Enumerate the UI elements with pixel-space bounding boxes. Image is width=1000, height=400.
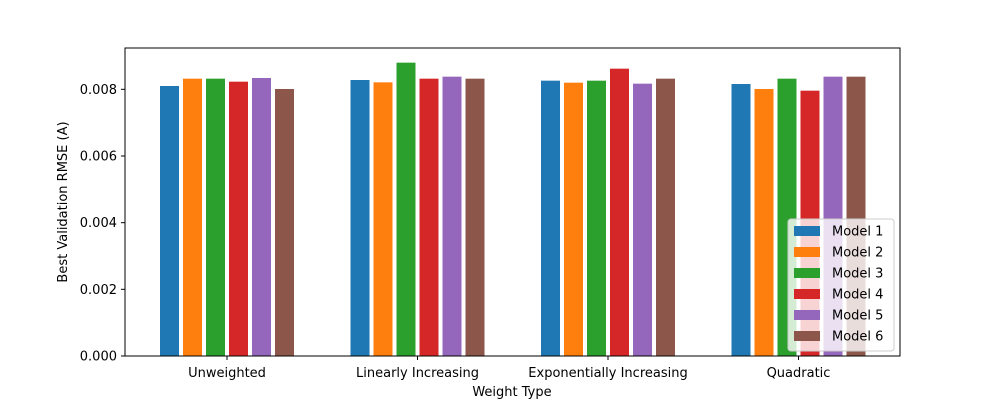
legend: Model 1 Model 2 Model 3 Model 4 Model 5 Model… xyxy=(787,218,895,352)
y-tick-label: 0.000 xyxy=(80,350,117,365)
legend-swatch xyxy=(794,331,820,341)
y-tick-label: 0.006 xyxy=(80,150,117,165)
legend-label: Model 2 xyxy=(832,246,883,261)
bar xyxy=(465,78,485,357)
legend-label: Model 5 xyxy=(832,309,883,324)
y-axis: 0.000 0.002 0.004 0.006 0.008 xyxy=(80,83,125,365)
bar xyxy=(541,80,560,357)
bar xyxy=(350,80,370,356)
bar xyxy=(731,84,751,356)
y-tick-label: 0.008 xyxy=(80,83,117,98)
bar xyxy=(442,76,462,357)
legend-label: Model 1 xyxy=(832,225,883,240)
x-axis: Unweighted Linearly Increasing Exponential… xyxy=(188,356,830,381)
y-tick-label: 0.002 xyxy=(80,283,117,298)
bar xyxy=(754,89,774,356)
y-tick-label: 0.004 xyxy=(80,216,117,231)
bar xyxy=(610,68,629,357)
bar xyxy=(229,81,248,357)
legend-swatch xyxy=(794,289,820,299)
legend-swatch xyxy=(794,268,820,278)
legend-label: Model 4 xyxy=(832,288,883,303)
legend-swatch xyxy=(794,226,820,236)
bar xyxy=(633,83,652,357)
bar xyxy=(419,78,439,357)
legend-label: Model 3 xyxy=(832,267,883,282)
bar xyxy=(564,82,583,357)
legend-label: Model 6 xyxy=(832,330,883,345)
legend-swatch xyxy=(794,310,820,320)
x-tick-label: Linearly Increasing xyxy=(356,366,479,381)
y-axis-title: Best Validation RMSE (A) xyxy=(56,121,71,282)
bar xyxy=(396,62,416,357)
bar xyxy=(252,78,271,356)
plot-frame xyxy=(124,47,901,357)
x-tick-label: Unweighted xyxy=(188,366,266,381)
bar xyxy=(587,80,606,357)
x-tick-label: Exponentially Increasing xyxy=(528,366,687,381)
bar xyxy=(160,86,179,356)
x-tick-label: Quadratic xyxy=(767,366,831,381)
bar xyxy=(656,78,675,357)
bar xyxy=(275,89,294,356)
bar xyxy=(206,78,225,357)
bar xyxy=(373,82,393,356)
bar xyxy=(183,78,202,357)
x-axis-title: Weight Type xyxy=(472,385,551,400)
legend-swatch xyxy=(794,247,820,257)
